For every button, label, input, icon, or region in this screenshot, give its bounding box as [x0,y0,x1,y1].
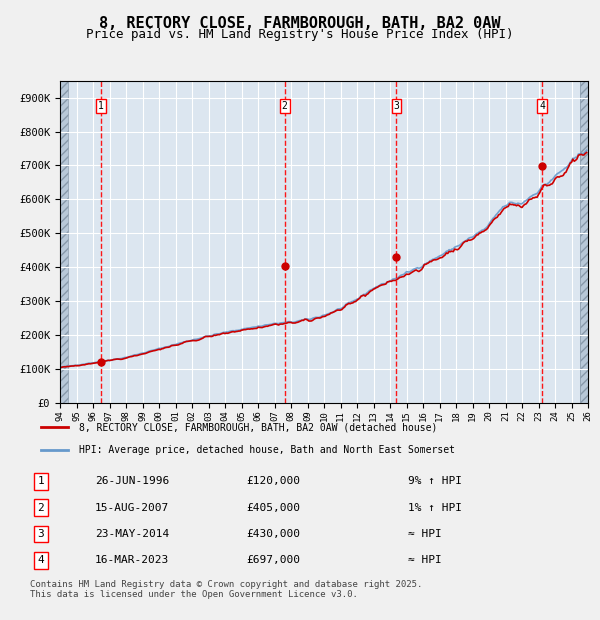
Text: 4: 4 [539,102,545,112]
Text: 3: 3 [394,102,400,112]
Text: ≈ HPI: ≈ HPI [408,556,442,565]
Text: ≈ HPI: ≈ HPI [408,529,442,539]
Text: 15-AUG-2007: 15-AUG-2007 [95,503,169,513]
Text: 8, RECTORY CLOSE, FARMBOROUGH, BATH, BA2 0AW (detached house): 8, RECTORY CLOSE, FARMBOROUGH, BATH, BA2… [79,422,437,432]
Text: 23-MAY-2014: 23-MAY-2014 [95,529,169,539]
Text: 3: 3 [37,529,44,539]
Text: 26-JUN-1996: 26-JUN-1996 [95,476,169,486]
Bar [60,81,68,403]
Bar [580,81,588,403]
Bar [60,81,68,403]
Text: £697,000: £697,000 [246,556,300,565]
Text: 1% ↑ HPI: 1% ↑ HPI [408,503,462,513]
Text: 1: 1 [98,102,104,112]
Text: 16-MAR-2023: 16-MAR-2023 [95,556,169,565]
Text: Contains HM Land Registry data © Crown copyright and database right 2025.
This d: Contains HM Land Registry data © Crown c… [30,580,422,599]
Text: 1: 1 [37,476,44,486]
Text: 9% ↑ HPI: 9% ↑ HPI [408,476,462,486]
Text: 4: 4 [37,556,44,565]
Text: Price paid vs. HM Land Registry's House Price Index (HPI): Price paid vs. HM Land Registry's House … [86,28,514,41]
Text: 8, RECTORY CLOSE, FARMBOROUGH, BATH, BA2 0AW: 8, RECTORY CLOSE, FARMBOROUGH, BATH, BA2… [99,16,501,30]
Text: £405,000: £405,000 [246,503,300,513]
Text: 2: 2 [282,102,287,112]
Text: £120,000: £120,000 [246,476,300,486]
Text: £430,000: £430,000 [246,529,300,539]
Text: 2: 2 [37,503,44,513]
Bar [580,81,588,403]
Text: HPI: Average price, detached house, Bath and North East Somerset: HPI: Average price, detached house, Bath… [79,445,455,455]
